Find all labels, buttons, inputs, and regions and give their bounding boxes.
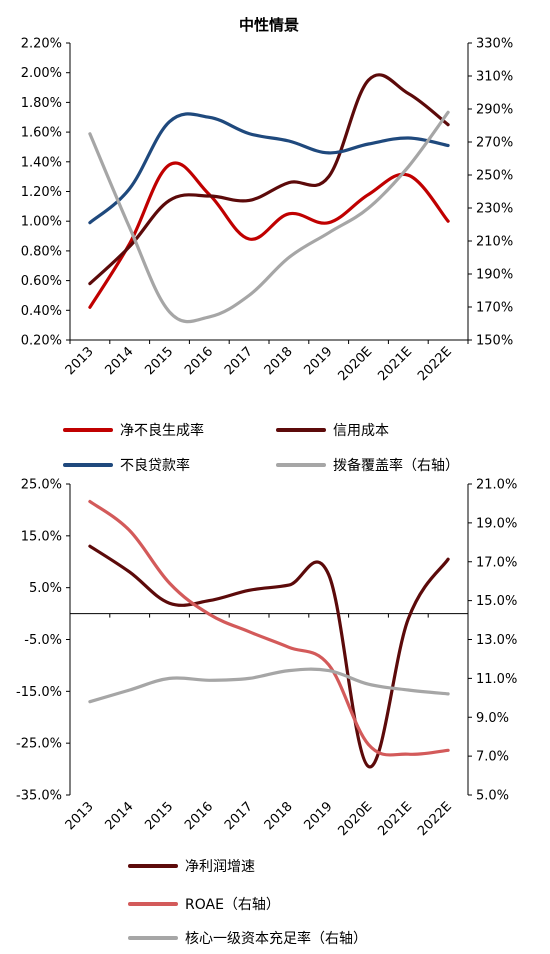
x-tick-label: 2016 — [182, 344, 216, 378]
y-right-tick-label: 9.0% — [476, 711, 509, 726]
legend-label-1: 净利润增速 — [185, 859, 255, 875]
x-tick-label: 2013 — [63, 344, 97, 378]
y-right-tick-label: 15.0% — [476, 594, 517, 609]
chart-2: 25.0% 15.0% 5.0% -5.0% -15.0% -25.0% -35.0% 21.… — [16, 478, 517, 948]
x-tick-label: 2018 — [262, 344, 296, 378]
y-right-tick-label: 5.0% — [476, 789, 509, 804]
x-tick-label: 2020E — [336, 799, 376, 839]
y-left-tick-label: -5.0% — [24, 633, 62, 648]
legend-label-3: 核心一级资本充足率（右轴） — [185, 930, 367, 947]
y-left-tick-label: 1.00% — [21, 215, 62, 230]
x-tick-label: 2014 — [103, 344, 137, 378]
x-tick-label: 2021E — [375, 799, 415, 839]
y-left-tick-label: 1.40% — [21, 155, 62, 170]
y-right-tick-label: 250% — [476, 169, 513, 184]
x-tick-label: 2017 — [222, 344, 256, 378]
legend-label-2: ROAE（右轴） — [185, 897, 280, 913]
x-tick-label: 2019 — [302, 799, 336, 833]
y-left-tick-label: 1.20% — [21, 185, 62, 200]
y-right-tick-label: 190% — [476, 268, 513, 283]
legend-label-3: 不良贷款率 — [120, 457, 190, 474]
series-line-3 — [88, 667, 450, 704]
chart-title: 中性情景 — [239, 16, 299, 34]
series-line-4 — [88, 110, 450, 324]
series-line-2 — [88, 499, 450, 757]
y-left-tick-label: 0.40% — [21, 304, 62, 319]
legend-label-1: 净不良生成率 — [120, 422, 204, 439]
series-line-2 — [88, 73, 450, 286]
y-left-tick-label: 25.0% — [21, 478, 62, 493]
x-tick-label: 2018 — [262, 799, 296, 833]
chart-1: 中性情景 0.20% 0.40% 0.60% 0.80% 1.00% 1.20% 1.40% 1… — [21, 16, 513, 474]
x-tick-label: 2022E — [415, 344, 455, 384]
y-right-tick-label: 210% — [476, 235, 513, 250]
x-tick-label: 2016 — [182, 799, 216, 833]
series-line-1 — [88, 544, 450, 769]
y-left-tick-label: -35.0% — [16, 789, 62, 804]
y-right-tick-label: 13.0% — [476, 633, 517, 648]
x-tick-label: 2022E — [415, 799, 455, 839]
y-right-tick-label: 19.0% — [476, 516, 517, 531]
x-tick-label: 2017 — [222, 799, 256, 833]
y-left-tick-label: -25.0% — [16, 737, 62, 752]
x-tick-label: 2015 — [142, 344, 176, 378]
y-right-tick-label: 7.0% — [476, 750, 509, 765]
x-tick-label: 2015 — [142, 799, 176, 833]
y-right-tick-label: 11.0% — [476, 672, 517, 687]
y-left-tick-label: 2.00% — [21, 66, 62, 81]
y-left-tick-label: 1.60% — [21, 126, 62, 141]
y-right-tick-label: 230% — [476, 202, 513, 217]
y-left-tick-label: -15.0% — [16, 685, 62, 700]
series-line-3 — [88, 112, 450, 225]
x-tick-label: 2014 — [103, 799, 137, 833]
y-right-tick-label: 330% — [476, 37, 513, 52]
y-left-tick-label: 1.80% — [21, 96, 62, 111]
y-left-tick-label: 2.20% — [21, 37, 62, 52]
series-line-1 — [88, 161, 450, 309]
x-tick-label: 2013 — [63, 799, 97, 833]
y-right-tick-label: 21.0% — [476, 478, 517, 493]
legend-label-2: 信用成本 — [333, 423, 389, 439]
y-left-tick-label: 5.0% — [29, 581, 62, 596]
y-left-tick-label: 15.0% — [21, 529, 62, 544]
y-left-tick-label: 0.80% — [21, 244, 62, 259]
y-right-tick-label: 17.0% — [476, 555, 517, 570]
legend-label-4: 拨备覆盖率（右轴） — [333, 457, 459, 474]
y-left-tick-label: 0.20% — [21, 334, 62, 349]
x-tick-label: 2021E — [375, 344, 415, 384]
x-tick-label: 2020E — [336, 344, 376, 384]
x-tick-label: 2019 — [302, 344, 336, 378]
y-right-tick-label: 270% — [476, 136, 513, 151]
y-right-tick-label: 150% — [476, 334, 513, 349]
y-right-tick-label: 170% — [476, 301, 513, 316]
y-right-tick-label: 310% — [476, 70, 513, 85]
y-right-tick-label: 290% — [476, 103, 513, 118]
y-left-tick-label: 0.60% — [21, 274, 62, 289]
